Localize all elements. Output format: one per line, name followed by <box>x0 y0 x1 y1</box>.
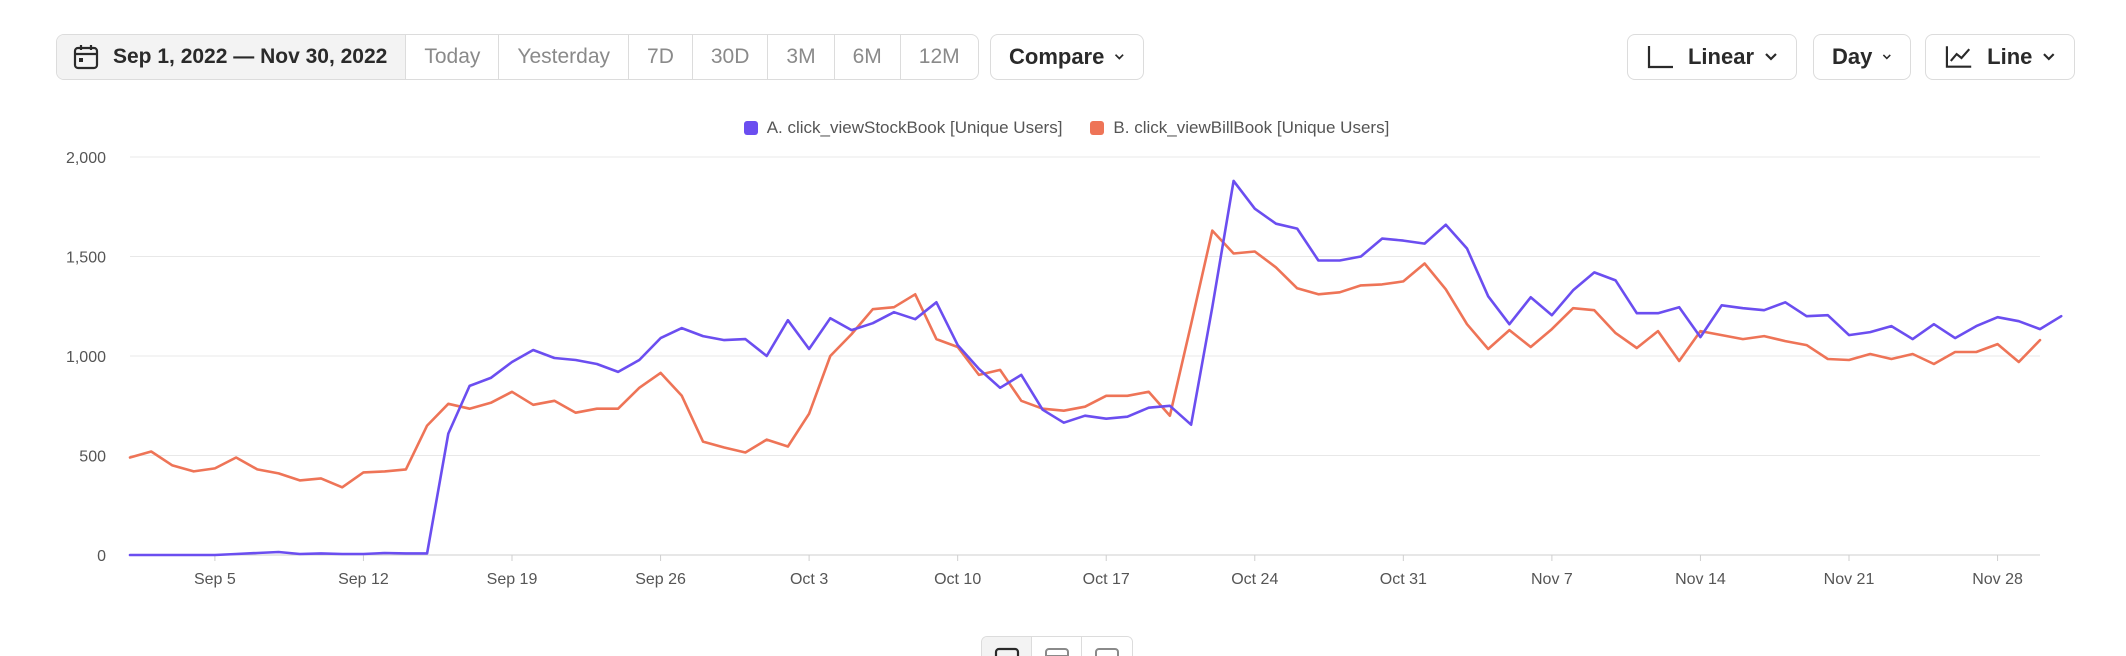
x-tick-label: Nov 28 <box>1972 571 2023 588</box>
compare-label: Compare <box>1009 44 1105 69</box>
y-tick-label: 500 <box>79 449 106 466</box>
chart-legend: A. click_viewStockBook [Unique Users] B.… <box>0 118 2126 138</box>
interval-label: Day <box>1832 44 1873 69</box>
calendar-icon <box>73 45 99 70</box>
preset-12m[interactable]: 12M <box>918 45 960 68</box>
chart-and-table-view-button[interactable] <box>1032 637 1082 656</box>
interval-dropdown[interactable]: Day <box>1813 34 1911 80</box>
date-range-group: Sep 1, 2022 — Nov 30, 2022 Today Yesterd… <box>56 34 979 80</box>
preset-today[interactable]: Today <box>406 35 500 79</box>
line-chart-icon <box>1945 46 1972 68</box>
x-tick-label: Sep 5 <box>194 571 236 588</box>
y-tick-label: 0 <box>97 548 106 565</box>
date-range-picker[interactable]: Sep 1, 2022 — Nov 30, 2022 <box>57 35 407 79</box>
x-tick-label: Oct 3 <box>790 571 828 588</box>
scale-label: Linear <box>1687 44 1755 69</box>
x-tick-label: Nov 21 <box>1824 571 1875 588</box>
y-tick-label: 2,000 <box>66 150 106 167</box>
y-tick-label: 1,500 <box>66 250 106 267</box>
axis-icon <box>1647 46 1673 69</box>
preset-30d[interactable]: 30D <box>693 35 769 79</box>
x-tick-label: Oct 17 <box>1083 571 1130 588</box>
chevron-down-icon <box>2043 53 2055 61</box>
chart-and-table-icon <box>1044 648 1069 656</box>
view-toggle <box>981 636 1133 656</box>
chart-only-icon <box>994 647 1019 656</box>
chart-only-view-button[interactable] <box>982 637 1032 656</box>
table-only-icon <box>1095 648 1119 656</box>
x-tick-label: Sep 12 <box>338 571 389 588</box>
legend-swatch-a <box>743 121 758 135</box>
legend-item-series-b[interactable]: B. click_viewBillBook [Unique Users] <box>1090 118 1389 138</box>
chart-type-label: Line <box>1987 44 2033 69</box>
preset-6m[interactable]: 6M <box>835 35 901 79</box>
preset-yesterday[interactable]: Yesterday <box>499 35 630 79</box>
y-tick-label: 1,000 <box>66 349 106 366</box>
series-line-b <box>128 229 2042 489</box>
table-only-view-button[interactable] <box>1082 637 1132 656</box>
x-tick-label: Nov 14 <box>1675 571 1726 588</box>
preset-3m[interactable]: 3M <box>768 35 835 79</box>
legend-label-b: B. click_viewBillBook [Unique Users] <box>1113 118 1390 137</box>
toolbar: Sep 1, 2022 — Nov 30, 2022 Today Yesterd… <box>0 0 2126 110</box>
x-tick-label: Nov 7 <box>1531 571 1573 588</box>
chart-type-dropdown[interactable]: Line <box>1925 34 2075 80</box>
x-tick-label: Sep 26 <box>635 571 686 588</box>
x-tick-label: Oct 24 <box>1231 571 1278 588</box>
series-line-a <box>128 179 2063 557</box>
x-tick-label: Sep 19 <box>487 571 538 588</box>
line-chart: 0 500 1,000 1,500 2,000 Sep 5 Sep 12 Sep 19 Sep … <box>66 150 2063 588</box>
legend-item-series-a[interactable]: A. click_viewStockBook [Unique Users] <box>743 118 1063 138</box>
legend-swatch-b <box>1090 121 1105 135</box>
chevron-down-icon <box>1883 54 1892 60</box>
chevron-down-icon <box>1115 54 1125 60</box>
compare-button[interactable]: Compare <box>990 34 1144 80</box>
scale-dropdown[interactable]: Linear <box>1627 34 1797 80</box>
x-tick-label: Oct 10 <box>934 571 981 588</box>
legend-label-a: A. click_viewStockBook [Unique Users] <box>766 118 1063 137</box>
date-range-label: Sep 1, 2022 — Nov 30, 2022 <box>113 45 388 68</box>
x-tick-label: Oct 31 <box>1380 571 1427 588</box>
preset-7d[interactable]: 7D <box>629 35 693 79</box>
chevron-down-icon <box>1765 53 1777 61</box>
